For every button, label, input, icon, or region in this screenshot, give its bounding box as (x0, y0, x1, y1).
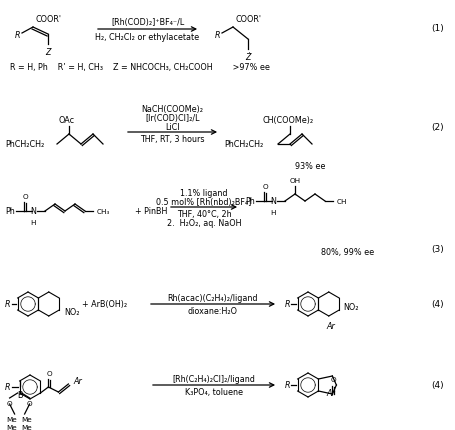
Text: Me: Me (6, 424, 17, 430)
Text: R: R (285, 300, 290, 309)
Text: O: O (22, 194, 28, 200)
Text: (2): (2) (432, 123, 445, 132)
Text: O: O (27, 400, 32, 406)
Text: + ArB(OH)₂: + ArB(OH)₂ (82, 300, 127, 309)
Text: Ar: Ar (73, 377, 82, 386)
Text: H: H (30, 219, 36, 225)
Text: Ph: Ph (245, 197, 255, 206)
Text: Me: Me (21, 424, 32, 430)
Text: COOR': COOR' (235, 15, 261, 25)
Text: Ph: Ph (5, 207, 15, 216)
Text: Ar: Ar (326, 321, 335, 330)
Text: Me: Me (21, 416, 32, 422)
Text: Ar: Ar (326, 388, 335, 397)
Text: O: O (262, 184, 268, 190)
Text: 0.5 mol% [Rh(nbd)₂BF₄]: 0.5 mol% [Rh(nbd)₂BF₄] (157, 198, 252, 207)
Text: (4): (4) (432, 381, 445, 390)
Text: CH(COOMe)₂: CH(COOMe)₂ (263, 116, 313, 125)
Text: Z: Z (45, 48, 51, 57)
Text: PhCH₂CH₂: PhCH₂CH₂ (224, 140, 263, 149)
Text: CH₃: CH₃ (97, 209, 111, 215)
Text: CH: CH (337, 199, 348, 205)
Text: 1.1% ligand: 1.1% ligand (180, 189, 228, 198)
Text: R: R (285, 381, 290, 390)
Text: R = H, Ph    R’ = H, CH₃    Z = NHCOCH₃, CH₂COOH        >97% ee: R = H, Ph R’ = H, CH₃ Z = NHCOCH₃, CH₂CO… (10, 63, 270, 72)
Text: O: O (7, 400, 12, 406)
Text: OH: OH (289, 178, 301, 184)
Text: NO₂: NO₂ (343, 303, 358, 312)
Text: Rh(acac)(C₂H₄)₂/ligand: Rh(acac)(C₂H₄)₂/ligand (168, 294, 258, 303)
Text: H₂, CH₂Cl₂ or ethylacetate: H₂, CH₂Cl₂ or ethylacetate (96, 32, 200, 41)
Text: dioxane:H₂O: dioxane:H₂O (188, 307, 238, 316)
Text: COOR': COOR' (35, 15, 61, 25)
Text: B: B (17, 390, 22, 399)
Text: R: R (5, 300, 10, 309)
Text: O: O (46, 370, 52, 376)
Text: 2.  H₂O₂, aq. NaOH: 2. H₂O₂, aq. NaOH (167, 219, 241, 228)
Text: NaCH(COOMe)₂: NaCH(COOMe)₂ (142, 105, 203, 114)
Text: R: R (5, 383, 10, 392)
Text: [Rh(C₂H₄)₂Cl]₂/ligand: [Rh(C₂H₄)₂Cl]₂/ligand (172, 375, 255, 384)
Text: 80%, 99% ee: 80%, 99% ee (321, 247, 374, 256)
Text: [Ir(COD)Cl]₂/L: [Ir(COD)Cl]₂/L (145, 114, 200, 123)
Text: (1): (1) (432, 24, 445, 32)
Text: H: H (270, 209, 276, 215)
Text: N: N (270, 197, 276, 206)
Text: K₃PO₄, toluene: K₃PO₄, toluene (185, 387, 243, 396)
Text: Me: Me (6, 416, 17, 422)
Text: (4): (4) (432, 300, 445, 309)
Text: PhCH₂CH₂: PhCH₂CH₂ (5, 140, 44, 149)
Text: Ż: Ż (245, 53, 251, 62)
Text: OAc: OAc (59, 116, 75, 125)
Text: THF, RT, 3 hours: THF, RT, 3 hours (140, 135, 205, 144)
Text: 93% ee: 93% ee (295, 162, 325, 171)
Text: N: N (30, 207, 36, 216)
Text: [Rh(COD)₂]⁺BF₄⁻/L: [Rh(COD)₂]⁺BF₄⁻/L (111, 18, 184, 28)
Text: LiCl: LiCl (165, 123, 180, 132)
Text: R: R (215, 31, 221, 40)
Text: R: R (15, 31, 21, 40)
Text: + PinBH: + PinBH (135, 207, 167, 216)
Text: O: O (331, 376, 336, 382)
Text: NO₂: NO₂ (64, 308, 79, 317)
Text: THF, 40°C, 2h: THF, 40°C, 2h (177, 210, 231, 219)
Text: (3): (3) (432, 245, 445, 254)
